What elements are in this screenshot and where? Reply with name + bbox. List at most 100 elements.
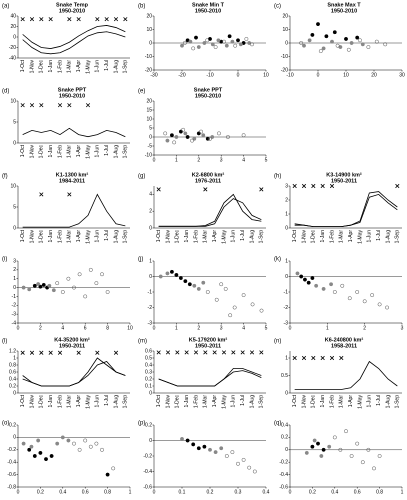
x-tick-label: 1-Sep (123, 230, 129, 244)
y-tick-label: 0 (285, 225, 288, 231)
y-tick-label: 0.2 (145, 422, 152, 428)
x-tick-label: 1-Jan (320, 395, 326, 408)
y-tick-label: -40 (9, 55, 16, 61)
point (340, 283, 345, 288)
x-tick-label: 1-Jul (104, 230, 110, 241)
point (185, 135, 190, 139)
y-tick-label: 0 (149, 225, 152, 231)
marker (39, 103, 44, 108)
x-tick-label: 2 (197, 157, 200, 163)
y-tick-label: 0 (285, 447, 288, 453)
point (178, 129, 183, 134)
point (27, 447, 32, 452)
point (332, 30, 337, 35)
y-tick-label: 5 (13, 204, 16, 210)
y-tick-label: 1 (285, 258, 288, 264)
x-tick-label: 1-Jun (367, 230, 373, 243)
point (225, 135, 230, 139)
marker (329, 355, 335, 361)
marker (311, 183, 316, 189)
y-tick-label: -2 (284, 305, 289, 311)
y-tick-label: 15 (146, 107, 152, 113)
x-tick-label: 1-Sep (123, 60, 129, 74)
x-tick-label: 1-Sep (259, 395, 265, 409)
x-tick-label: 10 (343, 72, 349, 78)
x-tick-label: 1-Jul (240, 395, 246, 406)
point (324, 34, 329, 39)
series-line (158, 193, 262, 227)
point (165, 271, 170, 276)
x-tick-label: 1-Aug (113, 60, 119, 74)
chart-title: K5-179200 km² (189, 336, 228, 343)
x-tick-label: 0.6 (354, 489, 361, 495)
panel-label: (k) (274, 257, 281, 263)
marker (165, 350, 171, 355)
point (41, 282, 46, 287)
x-tick-label: 1-Feb (57, 60, 63, 73)
chart-title: Snake Temp (56, 2, 89, 8)
chart-subtitle: 1958-2011 (331, 343, 357, 349)
panel-label: (n) (274, 339, 281, 345)
point (230, 450, 235, 455)
y-tick-label: 0 (13, 140, 16, 146)
point (199, 129, 203, 134)
point (314, 283, 319, 288)
y-tick-label: -0.2 (143, 453, 152, 459)
x-tick-label: 1-May (85, 145, 91, 159)
point (183, 279, 188, 284)
point (192, 136, 197, 141)
x-tick-label: 1-Jun (95, 60, 101, 73)
y-tick-label: 0 (13, 390, 16, 396)
panel-label: (j) (138, 257, 143, 263)
x-tick-label: 0.8 (104, 489, 111, 495)
x-tick-label: 5 (265, 325, 268, 331)
x-tick-label: 1-Mar (67, 60, 73, 73)
point (66, 438, 71, 443)
x-tick-label: 0 (237, 72, 240, 78)
y-tick-label: -0.2 (279, 460, 288, 466)
marker (212, 350, 217, 355)
y-tick-label: 1 (13, 276, 16, 282)
point (252, 469, 257, 474)
x-tick-label: 1-Jun (95, 230, 101, 243)
x-tick-label: 1-Apr (76, 230, 82, 243)
point (347, 296, 352, 301)
x-tick-label: 1-Apr (348, 395, 354, 408)
point (72, 441, 76, 446)
point (201, 133, 206, 138)
x-tick-label: 3 (401, 325, 404, 331)
point (196, 286, 201, 291)
y-tick-label: -1 (284, 289, 289, 295)
marker (67, 17, 72, 22)
series-line (158, 368, 262, 387)
point (111, 466, 116, 471)
x-tick-label: 0 (317, 72, 320, 78)
x-tick-label: 1-Oct (292, 229, 298, 242)
y-tick-label: 3 (285, 183, 288, 189)
x-tick-label: 1-Aug (113, 145, 119, 159)
y-tick-label: 0.4 (281, 422, 288, 428)
y-tick-label: 0 (285, 390, 288, 396)
y-tick-label: 5 (13, 119, 16, 125)
marker (203, 187, 208, 192)
panel-label: (a) (2, 4, 9, 10)
point (310, 32, 315, 37)
x-tick-label: 1-Jul (376, 230, 382, 241)
y-tick-label: 3 (13, 258, 16, 264)
point (94, 281, 99, 286)
point (178, 276, 183, 280)
point (306, 280, 311, 285)
point (355, 290, 360, 294)
point (332, 290, 337, 294)
y-tick-label: 10 (10, 183, 16, 189)
x-tick-label: 1-May (85, 395, 91, 409)
point (210, 42, 215, 47)
marker (301, 355, 307, 361)
point (319, 454, 324, 458)
x-tick-label: 1-May (85, 230, 91, 244)
point (183, 131, 188, 136)
chart-title: K1-1300 km² (56, 171, 89, 178)
point (194, 35, 198, 40)
marker (39, 17, 44, 22)
marker (57, 103, 63, 108)
